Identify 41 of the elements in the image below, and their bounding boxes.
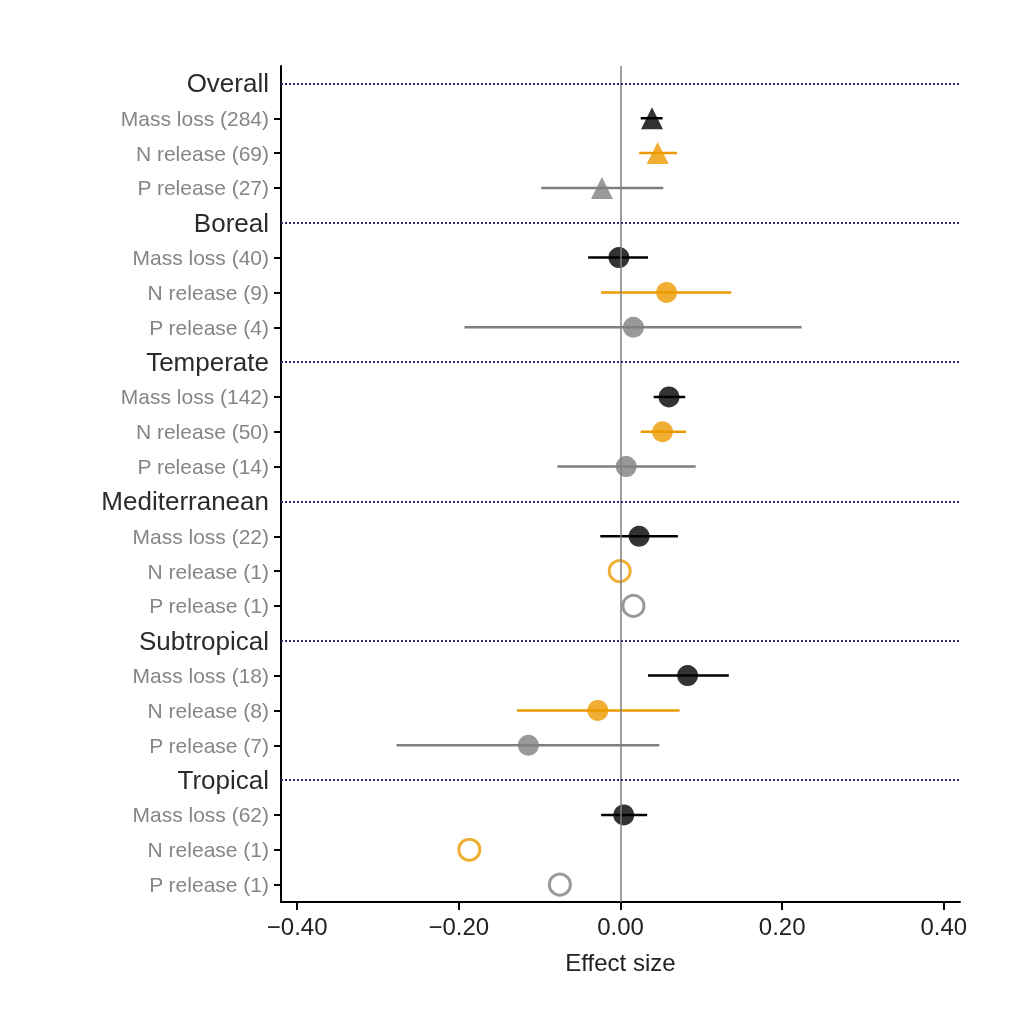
point — [646, 142, 669, 165]
x-tick-label: −0.40 — [266, 912, 328, 940]
point — [622, 316, 644, 338]
y-tick-label: Mass loss (40) — [132, 246, 269, 270]
y-tick-label: Mass loss (62) — [132, 803, 269, 827]
y-tick-label: Mass loss (142) — [120, 385, 269, 409]
x-tick-label: −0.20 — [428, 912, 490, 940]
point — [587, 699, 609, 721]
y-tick-label: P release (1) — [149, 594, 269, 618]
y-tick-label: N release (1) — [147, 559, 269, 583]
y-tick-label: P release (14) — [137, 455, 269, 479]
point — [590, 176, 613, 199]
y-tick-label: Mass loss (284) — [120, 106, 269, 130]
point — [656, 281, 678, 303]
point — [517, 734, 539, 756]
point — [652, 421, 674, 443]
y-tick-label: Mass loss (18) — [132, 664, 269, 688]
y-tick-label: N release (69) — [135, 141, 269, 165]
x-tick-label: 0.40 — [920, 912, 968, 940]
y-tick-label: Mass loss (22) — [132, 524, 269, 548]
y-tick-label: N release (9) — [147, 280, 269, 304]
y-tick-label: Subtropical — [138, 625, 269, 656]
point — [658, 386, 680, 408]
y-tick-label: N release (8) — [147, 698, 269, 722]
point — [628, 525, 650, 547]
y-tick-label: N release (50) — [135, 420, 269, 444]
y-tick-label: P release (4) — [149, 315, 269, 339]
point — [641, 107, 664, 130]
x-tick-label: 0.00 — [597, 912, 644, 940]
y-tick-label: Boreal — [193, 207, 269, 238]
y-tick-label: Overall — [186, 68, 269, 99]
y-tick-label: P release (1) — [149, 873, 269, 897]
point — [677, 665, 699, 687]
x-axis-title: Effect size — [565, 948, 676, 976]
y-tick-label: P release (7) — [149, 733, 269, 757]
y-tick-label: Mediterranean — [101, 486, 269, 517]
y-tick-label: Temperate — [146, 347, 269, 378]
y-tick-label: Tropical — [177, 765, 269, 796]
y-tick-label: N release (1) — [147, 838, 269, 862]
y-tick-label: P release (27) — [137, 176, 269, 200]
x-tick-label: 0.20 — [758, 912, 806, 940]
